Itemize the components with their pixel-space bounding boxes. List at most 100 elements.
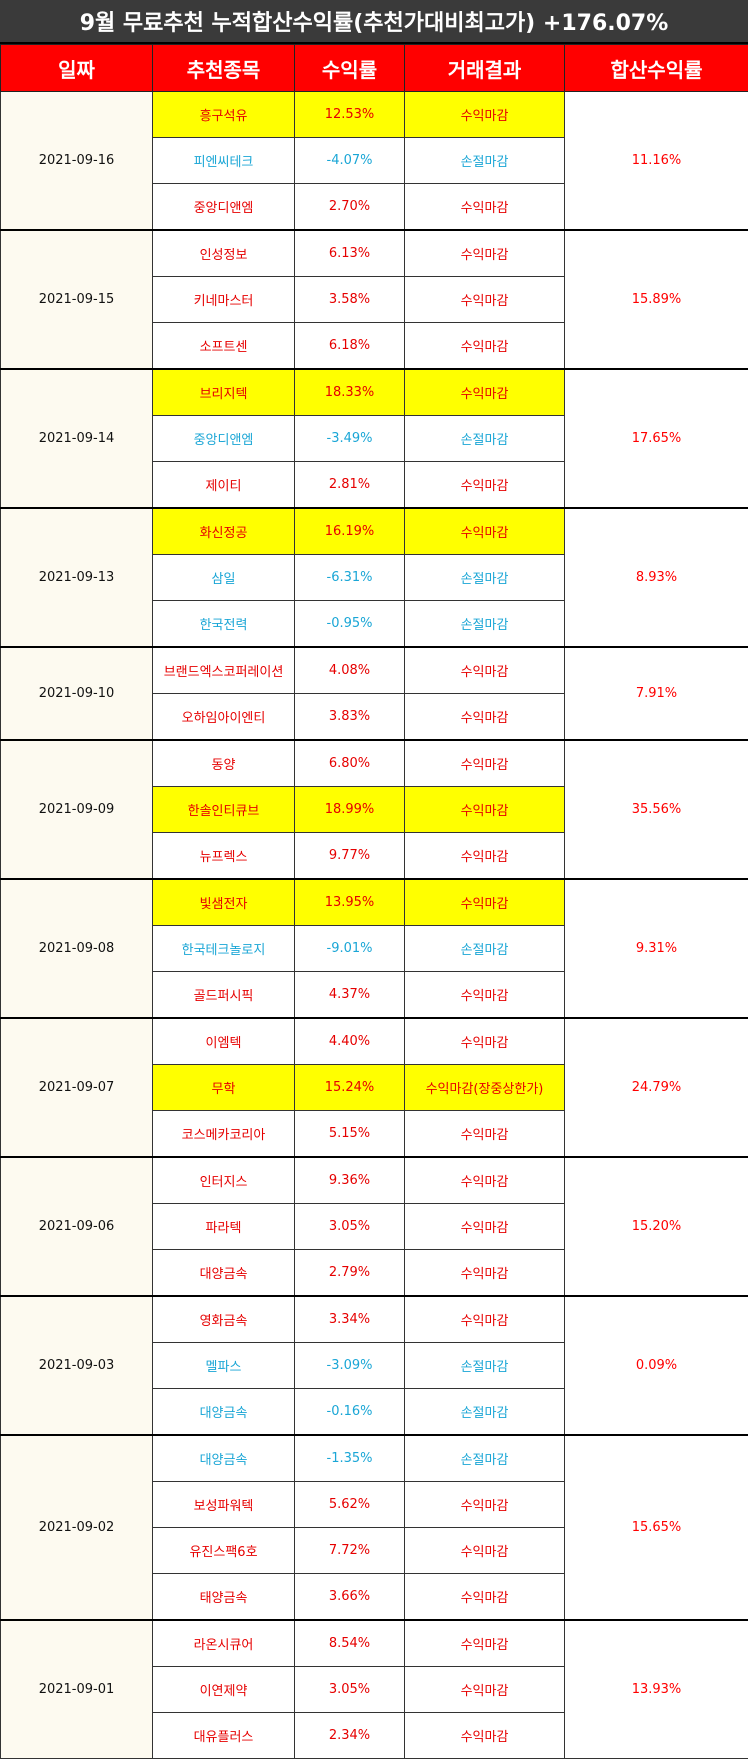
return-cell: -4.07% [295,138,405,184]
group-sum-cell: 15.65% [565,1435,748,1620]
stock-cell: 한국전력 [153,601,295,648]
stock-cell: 골드퍼시픽 [153,972,295,1019]
return-cell: 2.70% [295,184,405,231]
result-cell: 손절마감 [405,601,565,648]
return-cell: 13.95% [295,879,405,926]
stock-cell: 인성정보 [153,230,295,277]
date-cell: 2021-09-14 [1,369,153,508]
return-cell: -3.49% [295,416,405,462]
returns-sheet: { "title": "9월 무료추천 누적합산수익률(추천가대비최고가) +1… [0,0,748,1711]
header-sum: 합산수익률 [565,45,748,92]
stock-cell: 라온시큐어 [153,1620,295,1667]
result-cell: 수익마감 [405,740,565,787]
stock-cell: 유진스팩6호 [153,1528,295,1574]
return-cell: 12.53% [295,92,405,138]
header-row: 일짜 추천종목 수익률 거래결과 합산수익률 [1,45,748,92]
group-sum-cell: 35.56% [565,740,748,879]
result-cell: 수익마감 [405,508,565,555]
result-cell: 수익마감 [405,972,565,1019]
stock-cell: 한솔인티큐브 [153,787,295,833]
result-cell: 수익마감 [405,1296,565,1343]
date-cell: 2021-09-02 [1,1435,153,1620]
result-cell: 손절마감 [405,926,565,972]
date-cell: 2021-09-10 [1,647,153,740]
result-cell: 수익마감 [405,184,565,231]
group-sum-cell: 0.09% [565,1296,748,1435]
result-cell: 수익마감 [405,323,565,370]
stock-cell: 이엠텍 [153,1018,295,1065]
stock-cell: 뉴프렉스 [153,833,295,880]
date-cell: 2021-09-16 [1,92,153,231]
stock-cell: 피엔씨테크 [153,138,295,184]
stock-cell: 영화금속 [153,1296,295,1343]
result-cell: 손절마감 [405,1435,565,1482]
return-cell: 3.34% [295,1296,405,1343]
header-return: 수익률 [295,45,405,92]
result-cell: 수익마감(장중상한가) [405,1065,565,1111]
return-cell: 3.05% [295,1204,405,1250]
return-cell: 8.54% [295,1620,405,1667]
result-cell: 수익마감 [405,462,565,509]
stock-cell: 브리지텍 [153,369,295,416]
stock-cell: 제이티 [153,462,295,509]
stock-cell: 보성파워텍 [153,1482,295,1528]
date-cell: 2021-09-06 [1,1157,153,1296]
group-sum-cell: 13.93% [565,1620,748,1759]
date-cell: 2021-09-08 [1,879,153,1018]
stock-cell: 대유플러스 [153,1713,295,1759]
stock-cell: 대양금속 [153,1250,295,1297]
stock-cell: 흥구석유 [153,92,295,138]
stock-cell: 한국테크놀로지 [153,926,295,972]
return-cell: 4.08% [295,647,405,694]
result-cell: 수익마감 [405,1482,565,1528]
stock-cell: 소프트센 [153,323,295,370]
stock-cell: 인터지스 [153,1157,295,1204]
return-cell: 2.81% [295,462,405,509]
return-cell: -0.95% [295,601,405,648]
result-cell: 수익마감 [405,1111,565,1158]
return-cell: 7.72% [295,1528,405,1574]
header-stock: 추천종목 [153,45,295,92]
group-sum-cell: 24.79% [565,1018,748,1157]
return-cell: 6.18% [295,323,405,370]
result-cell: 수익마감 [405,833,565,880]
result-cell: 수익마감 [405,1667,565,1713]
result-cell: 수익마감 [405,1620,565,1667]
return-cell: 6.13% [295,230,405,277]
stock-cell: 코스메카코리아 [153,1111,295,1158]
date-cell: 2021-09-03 [1,1296,153,1435]
result-cell: 수익마감 [405,1250,565,1297]
return-cell: 18.33% [295,369,405,416]
return-cell: 3.05% [295,1667,405,1713]
group-sum-cell: 9.31% [565,879,748,1018]
date-cell: 2021-09-15 [1,230,153,369]
result-cell: 수익마감 [405,1713,565,1759]
stock-cell: 중앙디앤엠 [153,416,295,462]
return-cell: -1.35% [295,1435,405,1482]
group-sum-cell: 15.89% [565,230,748,369]
date-cell: 2021-09-13 [1,508,153,647]
stock-cell: 대양금속 [153,1389,295,1436]
return-cell: 2.79% [295,1250,405,1297]
result-cell: 손절마감 [405,1343,565,1389]
header-date: 일짜 [1,45,153,92]
return-cell: 3.83% [295,694,405,741]
result-cell: 수익마감 [405,647,565,694]
result-cell: 손절마감 [405,1389,565,1436]
return-cell: 4.40% [295,1018,405,1065]
return-cell: 18.99% [295,787,405,833]
stock-cell: 키네마스터 [153,277,295,323]
result-cell: 수익마감 [405,369,565,416]
result-cell: 수익마감 [405,1204,565,1250]
